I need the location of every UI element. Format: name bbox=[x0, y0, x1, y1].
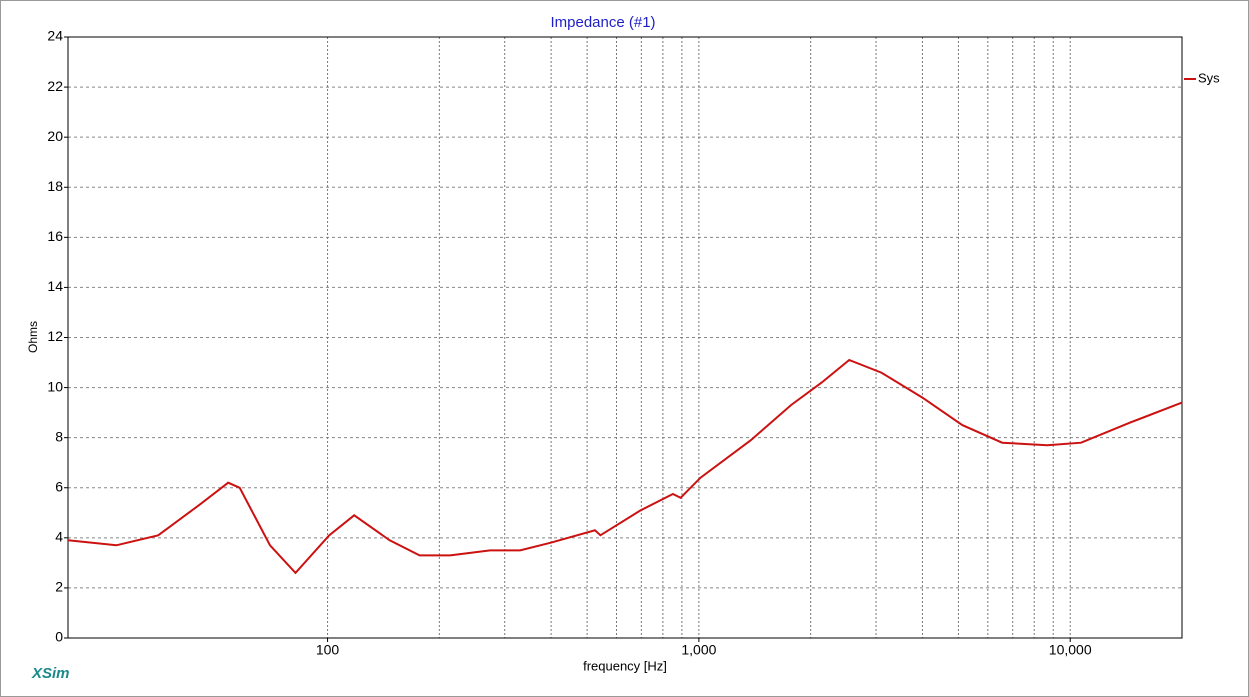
x-axis-label: frequency [Hz] bbox=[583, 658, 667, 673]
x-tick-label: 100 bbox=[316, 642, 340, 658]
y-tick-label: 18 bbox=[47, 178, 63, 194]
x-tick-label: 1,000 bbox=[681, 642, 716, 658]
y-tick-label: 22 bbox=[47, 78, 63, 94]
y-tick-label: 2 bbox=[55, 579, 63, 595]
watermark: XSim bbox=[31, 665, 70, 682]
y-tick-label: 24 bbox=[47, 28, 63, 44]
y-tick-label: 12 bbox=[47, 328, 63, 344]
legend-label: Sys bbox=[1198, 70, 1220, 85]
y-tick-label: 0 bbox=[55, 629, 63, 645]
x-tick-label: 10,000 bbox=[1049, 642, 1092, 658]
y-tick-label: 14 bbox=[47, 278, 63, 294]
y-tick-label: 20 bbox=[47, 128, 63, 144]
y-tick-label: 8 bbox=[55, 428, 63, 444]
y-axis-label: Ohms bbox=[26, 321, 40, 353]
y-tick-label: 4 bbox=[55, 529, 63, 545]
y-tick-label: 10 bbox=[47, 378, 63, 394]
y-tick-label: 16 bbox=[47, 228, 63, 244]
chart-title: Impedance (#1) bbox=[550, 14, 655, 31]
y-tick-label: 6 bbox=[55, 478, 63, 494]
plot-frame bbox=[67, 36, 1183, 639]
data-line bbox=[67, 358, 1183, 575]
